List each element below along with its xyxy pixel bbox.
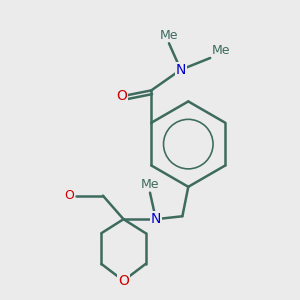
- Text: Me: Me: [160, 29, 178, 42]
- Text: O: O: [118, 274, 129, 288]
- Text: Me: Me: [212, 44, 230, 56]
- Text: O: O: [116, 89, 127, 103]
- Text: O: O: [57, 188, 75, 202]
- Text: H: H: [65, 188, 75, 202]
- Text: Me: Me: [141, 178, 159, 191]
- Text: N: N: [151, 212, 161, 226]
- Text: N: N: [176, 63, 186, 77]
